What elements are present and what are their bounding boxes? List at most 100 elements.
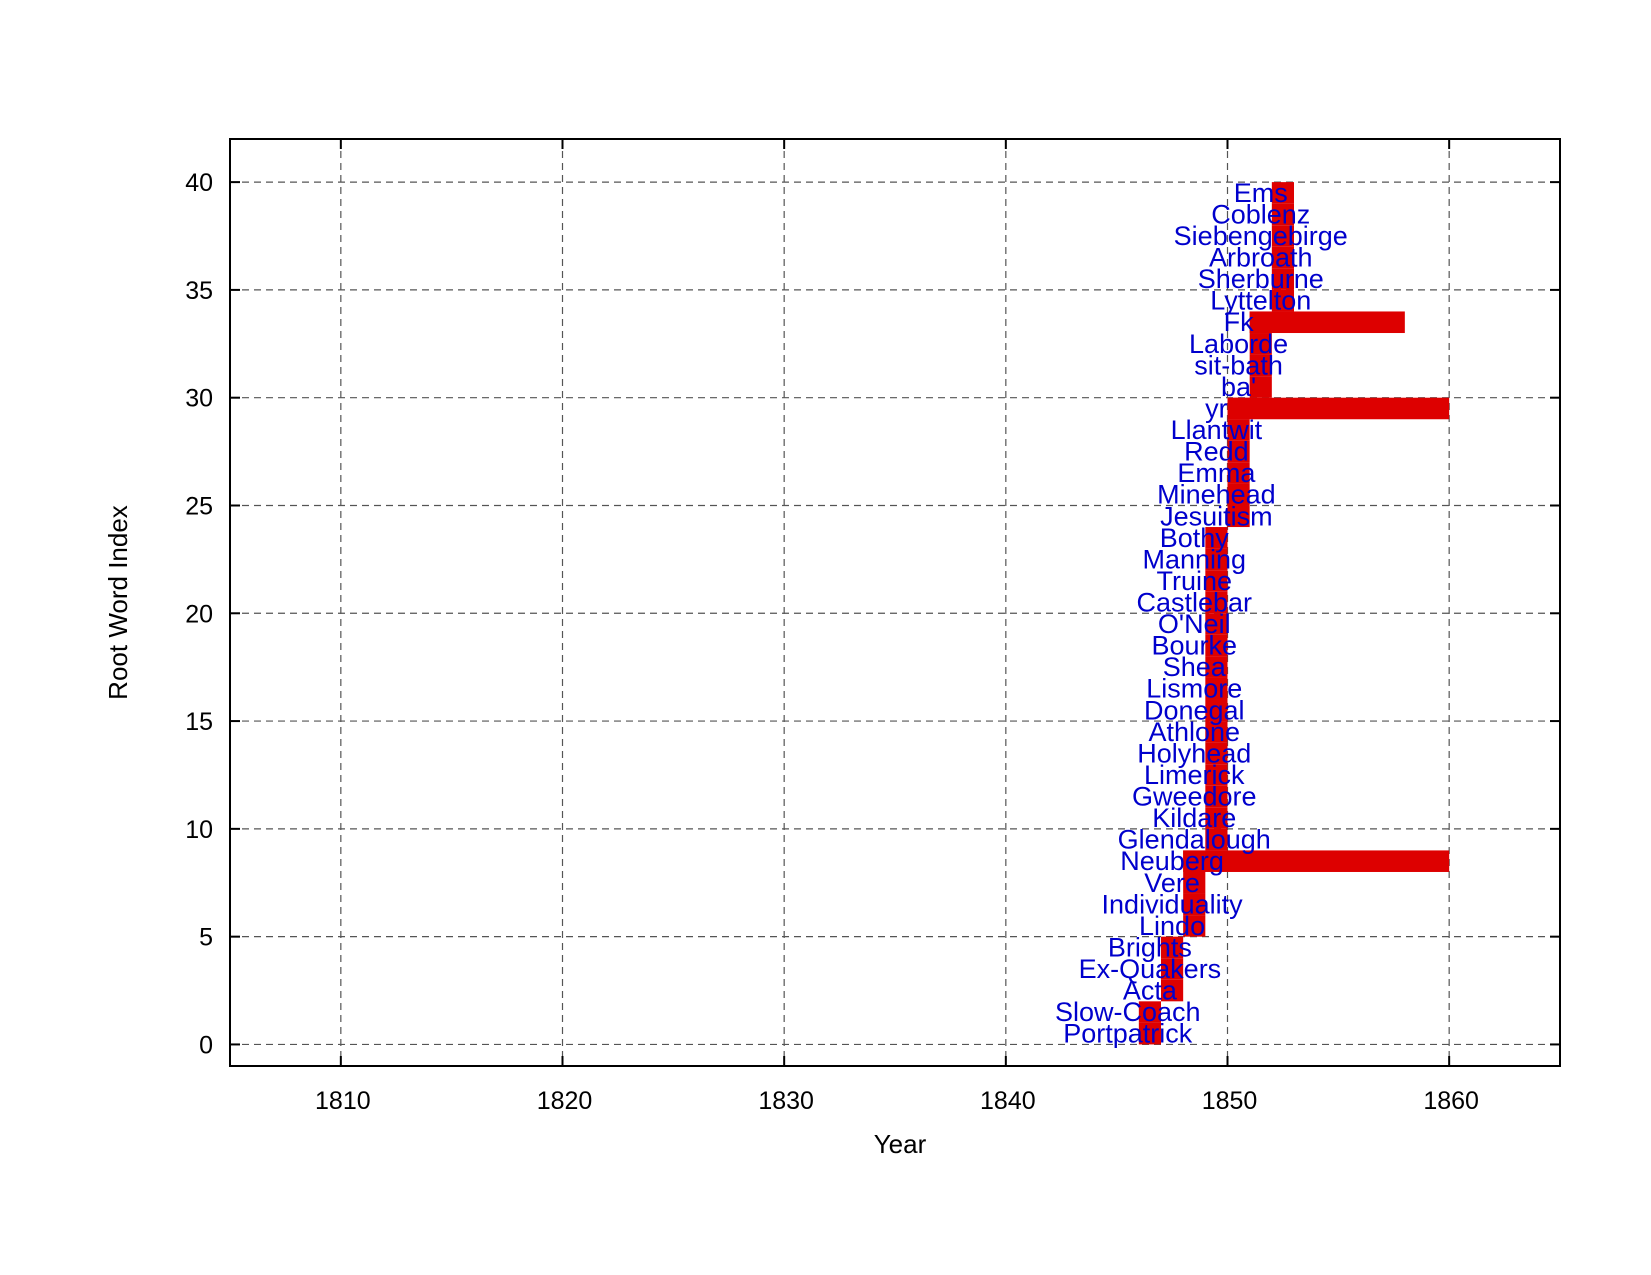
word-bar	[1183, 893, 1206, 916]
word-label: Castlebar	[1136, 588, 1252, 618]
word-label: Arbroath	[1209, 243, 1313, 273]
word-label: Siebengebirge	[1174, 221, 1348, 251]
word-bar	[1271, 203, 1294, 226]
word-label: Bourke	[1151, 631, 1237, 661]
y-tick-label: 5	[199, 924, 213, 952]
word-label: Vere	[1144, 868, 1200, 898]
word-label: O'Neil	[1158, 609, 1231, 639]
y-tick-label: 30	[185, 385, 213, 413]
word-label: Glendalough	[1118, 825, 1271, 855]
data-bars	[1138, 182, 1450, 1045]
word-label: Laborde	[1189, 329, 1288, 359]
word-label: Manning	[1142, 544, 1246, 574]
x-tick-label: 1830	[758, 1087, 814, 1115]
word-labels: PortpatrickSlow-CoachActaEx-QuakersBrigh…	[1055, 178, 1348, 1049]
y-tick-label: 0	[199, 1031, 213, 1059]
word-bar	[1205, 721, 1228, 743]
word-bar	[1249, 333, 1272, 355]
word-label: Lindo	[1139, 911, 1205, 941]
word-bar	[1205, 699, 1228, 722]
x-tick-label: 1810	[315, 1087, 371, 1115]
word-bar	[1183, 871, 1206, 894]
word-bar	[1227, 505, 1250, 528]
word-bar	[1205, 677, 1228, 700]
word-bar	[1205, 548, 1228, 571]
word-label: Shea	[1163, 652, 1227, 682]
word-label: ba'	[1221, 372, 1256, 402]
word-bar	[1205, 634, 1228, 657]
word-label: Slow-Coach	[1055, 997, 1201, 1027]
word-label: Sherburne	[1198, 264, 1324, 294]
word-bar	[1271, 182, 1294, 204]
x-tick-label: 1820	[537, 1087, 593, 1115]
word-label: Ems	[1234, 178, 1288, 208]
word-label: Kildare	[1152, 803, 1236, 833]
y-tick-label: 20	[185, 600, 213, 628]
word-bar	[1271, 289, 1294, 312]
y-tick-label: 10	[185, 816, 213, 844]
word-bar	[1205, 742, 1228, 765]
word-label: Neuberg	[1120, 846, 1224, 876]
word-bar	[1205, 828, 1228, 851]
word-label: Jesuitism	[1160, 501, 1273, 531]
word-label: Portpatrick	[1063, 1019, 1193, 1049]
word-bar	[1183, 915, 1206, 937]
word-bar	[1205, 785, 1228, 808]
word-label: Minehead	[1157, 480, 1276, 510]
extension-bar	[1249, 311, 1405, 334]
word-label: Brights	[1108, 932, 1192, 962]
extension-bar	[1183, 850, 1450, 872]
x-tick-label: 1860	[1423, 1087, 1479, 1115]
word-label: Ex-Quakers	[1079, 954, 1222, 984]
word-label: Lyttelton	[1210, 286, 1311, 316]
word-label: yr	[1205, 393, 1228, 423]
word-bar	[1205, 764, 1228, 786]
word-label: Holyhead	[1137, 738, 1251, 768]
y-tick-label: 15	[185, 708, 213, 736]
word-label: Coblenz	[1211, 199, 1310, 229]
word-bar	[1205, 613, 1228, 635]
word-label: Fk	[1224, 307, 1254, 337]
grid-lines	[230, 139, 1560, 1066]
word-label: Athlone	[1148, 717, 1240, 747]
word-bar	[1249, 354, 1272, 377]
word-label: Llantwit	[1171, 415, 1263, 445]
word-bar	[1205, 570, 1228, 592]
word-bar	[1161, 936, 1184, 959]
word-label: sit-bath	[1194, 350, 1283, 380]
x-tick-label: 1850	[1202, 1087, 1258, 1115]
word-bar	[1227, 483, 1250, 506]
word-bar	[1227, 440, 1250, 463]
word-bar	[1205, 807, 1228, 829]
word-bar	[1249, 376, 1272, 398]
plot-frame	[229, 138, 1561, 1067]
x-tick-label: 1840	[980, 1087, 1036, 1115]
word-bar	[1138, 1022, 1161, 1045]
word-label: Emma	[1177, 458, 1256, 488]
word-bar	[1205, 527, 1228, 549]
word-bar	[1271, 246, 1294, 269]
word-bar	[1205, 656, 1228, 678]
word-bar	[1161, 958, 1184, 980]
y-axis-title: Root Word Index	[103, 505, 133, 700]
y-tick-label: 35	[185, 277, 213, 305]
word-bar	[1227, 462, 1250, 484]
word-bar	[1138, 1001, 1161, 1023]
word-label: Gweedore	[1132, 782, 1257, 812]
word-label: Acta	[1123, 976, 1178, 1006]
word-label: Individuality	[1102, 889, 1244, 919]
word-bar	[1205, 591, 1228, 614]
x-axis-title: Year	[874, 1129, 927, 1159]
word-bar	[1227, 419, 1250, 441]
y-tick-label: 40	[185, 169, 213, 197]
word-label: Limerick	[1144, 760, 1245, 790]
word-label: Bothy	[1160, 523, 1230, 553]
word-bar	[1161, 979, 1184, 1002]
word-label: Redd	[1184, 437, 1249, 467]
word-bar	[1271, 225, 1294, 247]
extension-bar	[1227, 397, 1450, 420]
word-label: Lismore	[1146, 674, 1242, 704]
y-tick-label: 25	[185, 492, 213, 520]
word-label: Donegal	[1144, 695, 1245, 725]
